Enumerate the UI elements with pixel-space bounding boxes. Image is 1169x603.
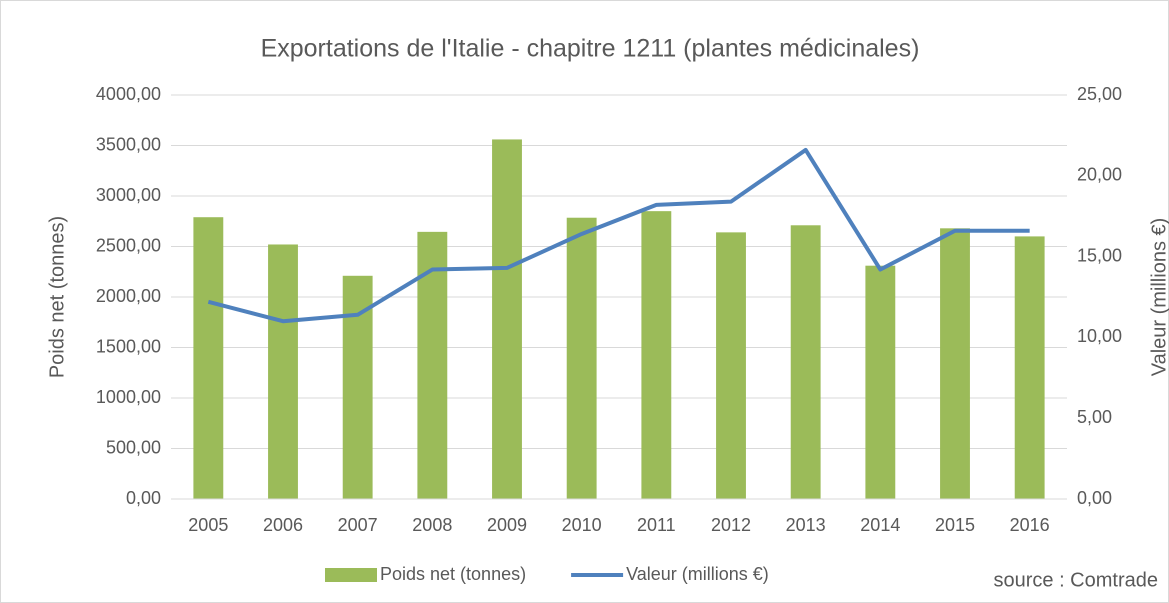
- y-axis-title: Poids net (tonnes): [46, 216, 68, 378]
- x-tick-label: 2015: [935, 515, 975, 535]
- y-tick-label: 4000,00: [96, 84, 161, 104]
- y-tick-label: 500,00: [106, 437, 161, 457]
- bar: [268, 244, 298, 499]
- x-tick-label: 2012: [711, 515, 751, 535]
- y-tick-label: 3000,00: [96, 185, 161, 205]
- bar: [566, 217, 597, 499]
- x-tick-label: 2010: [562, 515, 602, 535]
- x-tick-label: 2011: [637, 515, 676, 535]
- x-tick-label: 2008: [412, 515, 452, 535]
- y-tick-label: 1500,00: [96, 336, 161, 356]
- y2-tick-label: 15,00: [1077, 245, 1122, 265]
- bar: [940, 228, 970, 499]
- x-tick-label: 2013: [786, 515, 826, 535]
- y-tick-label: 1000,00: [96, 387, 161, 407]
- bar: [790, 225, 821, 500]
- legend-label: Valeur (millions €): [626, 564, 769, 584]
- bar: [193, 217, 224, 499]
- bar: [492, 139, 522, 499]
- y2-tick-label: 25,00: [1077, 84, 1122, 104]
- y2-tick-label: 0,00: [1077, 488, 1112, 508]
- x-tick-label: 2009: [487, 515, 527, 535]
- y2-tick-label: 10,00: [1077, 326, 1122, 346]
- x-tick-label: 2006: [263, 515, 303, 535]
- legend-label: Poids net (tonnes): [380, 564, 526, 584]
- legend-swatch: [325, 568, 377, 582]
- x-tick-label: 2016: [1010, 515, 1050, 535]
- bar: [716, 232, 746, 500]
- bar: [1014, 236, 1045, 499]
- chart-title: Exportations de l'Italie - chapitre 1211…: [261, 35, 920, 63]
- x-tick-label: 2007: [338, 515, 378, 535]
- bar: [865, 265, 896, 499]
- y-tick-label: 0,00: [126, 488, 161, 508]
- line: [207, 147, 1030, 324]
- bar: [417, 231, 448, 500]
- y-tick-label: 3500,00: [96, 134, 161, 154]
- bar: [641, 211, 672, 499]
- x-tick-label: 2005: [188, 515, 228, 535]
- y-tick-label: 2500,00: [96, 235, 161, 255]
- source-note: source : Comtrade: [993, 569, 1158, 591]
- y2-tick-label: 5,00: [1077, 407, 1112, 427]
- y2-axis-title: Valeur (millions €): [1148, 218, 1169, 377]
- y2-tick-label: 20,00: [1077, 165, 1122, 185]
- y-tick-label: 2000,00: [96, 286, 161, 306]
- x-tick-label: 2014: [860, 515, 900, 535]
